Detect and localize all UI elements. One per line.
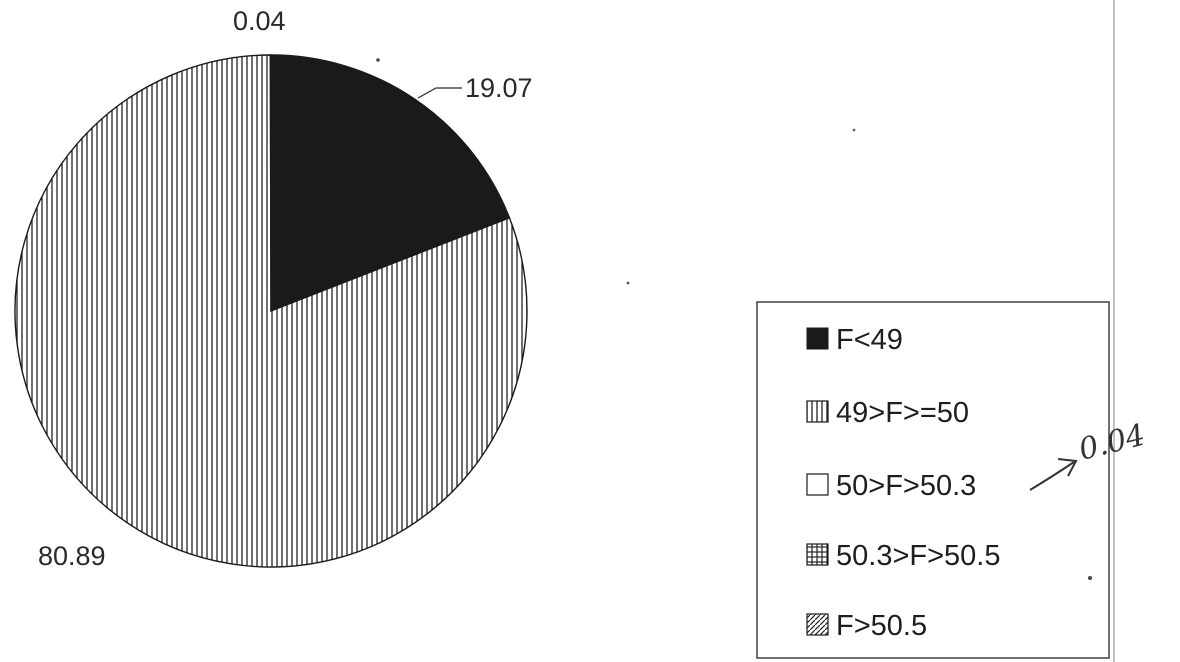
annotation-arrow-icon [1029,461,1075,491]
legend-label: F>50.5 [836,610,927,642]
data-label-80-89: 80.89 [38,541,106,571]
legend-label: 49>F>=50 [836,397,969,429]
scan-speck [1088,576,1092,580]
scan-speck [376,58,380,62]
legend-swatch-vertical [806,400,829,423]
leader-line-19-07 [417,87,462,99]
legend-swatch-grid [806,543,829,566]
legend-swatch-solid [806,327,829,350]
legend-label: 50.3>F>50.5 [836,540,1000,572]
scan-speck [626,281,630,285]
legend-swatch-diagonal [806,613,829,636]
pie-slice-2 [269,54,272,312]
annotation-arrowhead-icon [1057,458,1078,477]
legend-entry-50-f-50-3: 50>F>50.3 [806,470,976,502]
legend-label: F<49 [836,324,903,356]
scan-speck [852,128,856,132]
legend-entry-49-f-50: 49>F>=50 [806,397,969,429]
legend-entry-f-lt-49: F<49 [806,324,903,356]
legend-label: 50>F>50.3 [836,470,976,502]
pie-slices [14,54,528,568]
legend-swatch-blank [806,473,829,496]
data-label-19-07: 19.07 [465,73,533,103]
legend-entry-50-3-f-50-5: 50.3>F>50.5 [806,540,1000,572]
legend-entry-f-gt-50-5: F>50.5 [806,610,927,642]
data-label-0-04: 0.04 [233,6,286,36]
pie-slice-0 [270,54,511,313]
